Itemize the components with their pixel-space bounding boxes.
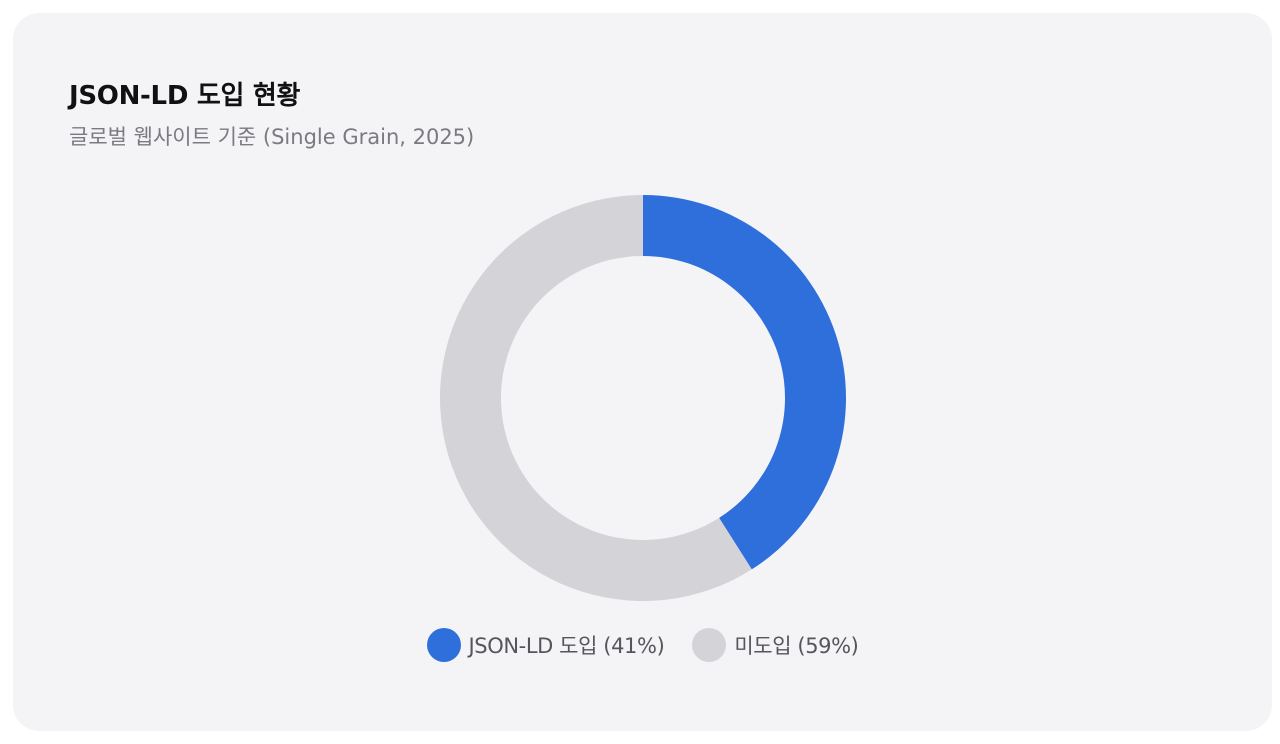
legend-label-not-adopted: 미도입 (59%) xyxy=(734,634,859,658)
legend-item-not-adopted: 미도입 (59%) xyxy=(692,628,859,662)
chart-card: JSON-LD 도입 현황 글로벌 웹사이트 기준 (Single Grain,… xyxy=(13,13,1272,731)
donut-slice-not-adopted xyxy=(439,194,752,602)
legend-swatch-not-adopted xyxy=(692,628,727,662)
legend-label-adopted: JSON-LD 도입 (41%) xyxy=(468,634,665,658)
chart-subtitle: 글로벌 웹사이트 기준 (Single Grain, 2025) xyxy=(69,125,475,149)
chart-title: JSON-LD 도입 현황 xyxy=(69,81,301,111)
donut-slice-adopted xyxy=(643,195,846,570)
chart-legend: JSON-LD 도입 (41%) 미도입 (59%) xyxy=(13,628,1272,662)
legend-item-adopted: JSON-LD 도입 (41%) xyxy=(426,628,665,662)
donut-chart xyxy=(439,194,846,602)
legend-swatch-adopted xyxy=(426,628,461,662)
